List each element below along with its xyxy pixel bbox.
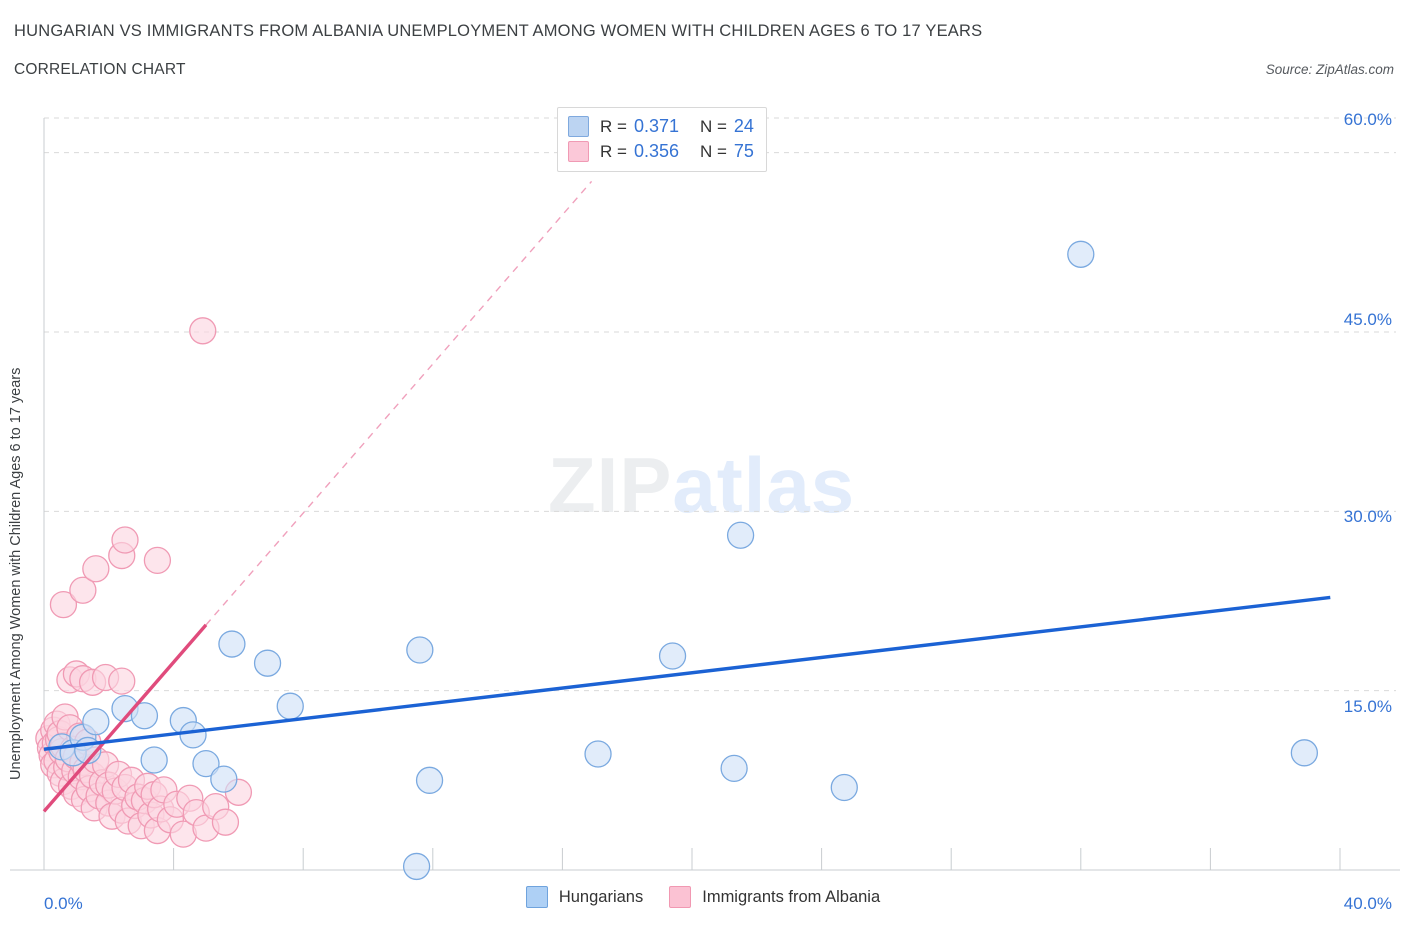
y-tick-label-60: 60.0%	[1343, 110, 1392, 129]
trendline-albania-extension	[205, 180, 593, 626]
data-point-albania	[143, 546, 172, 575]
data-point-hungarians	[830, 773, 858, 802]
y-tick-label-45: 45.0%	[1343, 310, 1392, 329]
x-tick-label-min: 0.0%	[44, 894, 83, 913]
correlation-stats-box: R = 0.371 N = 24 R = 0.356 N = 75	[557, 107, 767, 172]
legend-item-albania[interactable]: Immigrants from Albania	[669, 886, 880, 908]
legend-swatch-hungarians-icon	[525, 886, 548, 908]
n-value-blue: 24	[733, 116, 754, 136]
data-point-albania	[69, 576, 97, 604]
trendline-hungarians	[43, 595, 1331, 751]
data-point-hungarians	[406, 636, 434, 664]
data-point-hungarians	[1067, 240, 1095, 268]
series-swatch-blue-icon	[568, 116, 589, 137]
data-point-hungarians	[140, 746, 168, 774]
n-value-pink: 75	[733, 141, 754, 161]
stats-row-hungarians: R = 0.371 N = 24	[568, 114, 754, 139]
data-point-hungarians	[210, 765, 238, 793]
r-label-blue: R =	[600, 116, 627, 136]
legend-swatch-albania-icon	[669, 886, 692, 908]
data-point-hungarians	[179, 721, 207, 749]
x-tick-label-max: 40.0%	[1343, 894, 1392, 913]
r-label-pink: R =	[600, 141, 627, 161]
r-value-pink: 0.356	[633, 141, 679, 161]
series-swatch-pink-icon	[568, 141, 589, 162]
data-point-hungarians	[720, 754, 748, 783]
legend-item-hungarians[interactable]: Hungarians	[525, 886, 644, 908]
chart-subtitle: CORRELATION CHART	[14, 61, 186, 78]
data-point-albania	[211, 808, 240, 836]
data-point-hungarians	[218, 630, 246, 658]
n-label-pink: N =	[699, 141, 727, 161]
legend-label-hungarians: Hungarians	[558, 887, 644, 906]
y-tick-label-30: 30.0%	[1343, 507, 1392, 526]
data-point-albania	[108, 667, 136, 695]
r-value-blue: 0.371	[633, 116, 679, 136]
n-label-blue: N =	[699, 116, 727, 136]
y-tick-label-15: 15.0%	[1343, 697, 1392, 716]
data-point-hungarians	[726, 521, 755, 549]
source-attribution: Source: ZipAtlas.com	[1265, 62, 1394, 77]
data-point-hungarians	[415, 766, 444, 794]
data-point-albania	[82, 555, 110, 583]
data-point-hungarians	[658, 642, 687, 670]
data-point-albania	[49, 590, 78, 619]
data-point-hungarians	[130, 702, 159, 730]
data-point-albania	[111, 526, 139, 554]
trendline-albania	[42, 623, 208, 813]
data-point-hungarians	[253, 649, 282, 677]
data-point-hungarians	[276, 692, 304, 720]
data-point-albania	[189, 317, 217, 345]
data-point-hungarians	[82, 708, 110, 736]
data-point-hungarians	[192, 749, 220, 778]
series-legend: Hungarians Immigrants from Albania	[0, 886, 1406, 908]
stats-row-albania: R = 0.356 N = 75	[568, 139, 754, 164]
page-title: HUNGARIAN VS IMMIGRANTS FROM ALBANIA UNE…	[14, 22, 983, 40]
data-point-hungarians	[402, 852, 431, 881]
legend-label-albania: Immigrants from Albania	[702, 887, 881, 906]
data-point-hungarians	[1290, 739, 1319, 767]
data-point-hungarians	[584, 740, 612, 768]
